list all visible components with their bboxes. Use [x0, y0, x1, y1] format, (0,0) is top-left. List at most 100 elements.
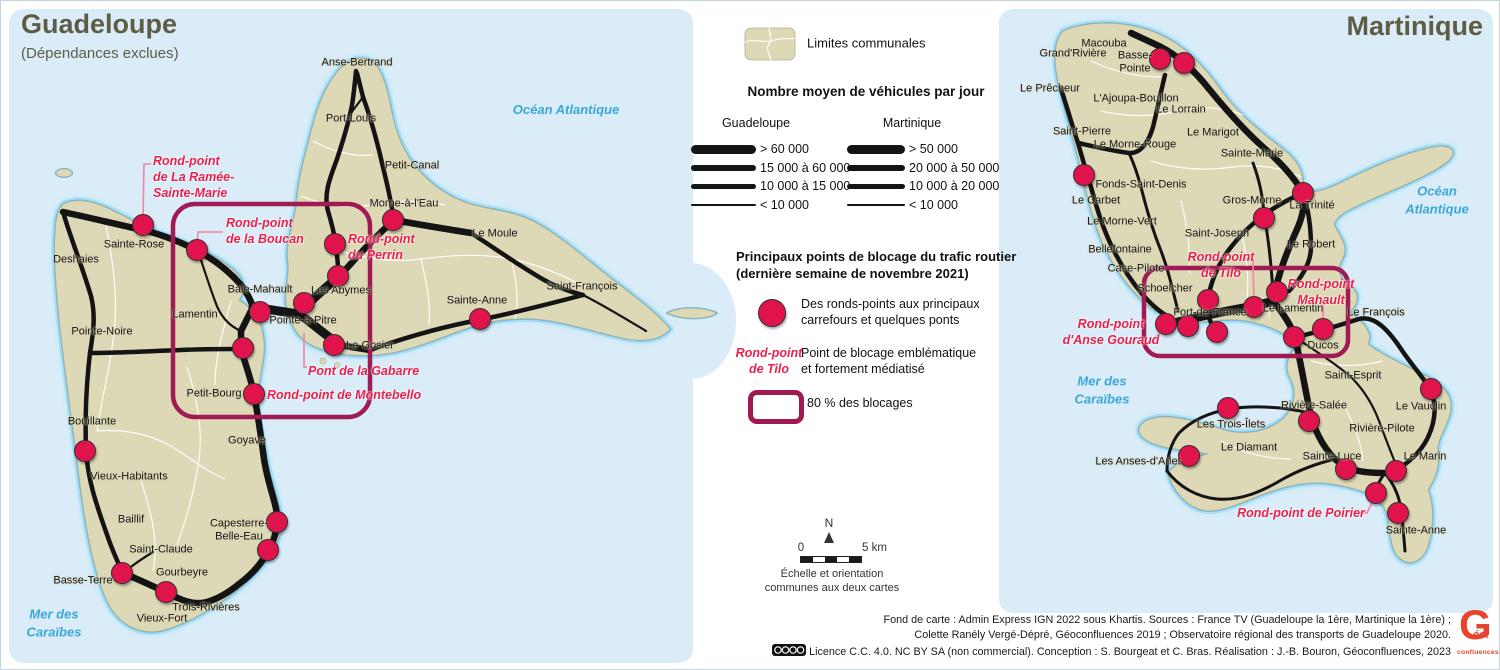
martinique-blockade-point	[1206, 321, 1228, 343]
road-width-swatch-icon	[847, 203, 905, 206]
guadeloupe-subtitle: (Dépendances exclues)	[21, 45, 179, 62]
traffic-legend-title: Nombre moyen de véhicules par jour	[747, 84, 985, 99]
traffic-legend-row-label: 10 000 à 20 000	[909, 179, 1000, 194]
guadeloupe-town-label: Pointe-Noire	[71, 325, 133, 338]
attribution-line-2: Colette Ranély Vergé-Dépré, Géoconfluenc…	[914, 629, 1451, 642]
blockade-legend-title: Principaux points de blocage du trafic r…	[736, 249, 1017, 282]
blockade-dot-label: Des ronds-points aux principaux carrefou…	[801, 296, 980, 327]
north-arrow-icon	[824, 532, 834, 543]
north-label: N	[824, 516, 834, 530]
guadeloupe-blockade-annotation: Rond-point de La Ramée- Sainte-Marie	[153, 154, 235, 200]
martinique-blockade-point	[1283, 326, 1305, 348]
guadeloupe-town-label: Saint-François	[546, 280, 618, 293]
creative-commons-icons	[772, 643, 807, 656]
guadeloupe-blockade-point	[243, 383, 265, 405]
guadeloupe-blockade-point	[382, 209, 404, 231]
traffic-legend-row: 15 000 à 60 000	[691, 159, 850, 178]
road-width-swatch-icon	[691, 164, 756, 171]
traffic-legend-column-guadeloupe: Guadeloupe > 60 000 15 000 à 60 000 10 000 …	[691, 116, 850, 215]
martinique-town-label: Les Trois-Îlets	[1196, 418, 1266, 431]
martinique-town-label: Sainte-Marie	[1220, 147, 1284, 160]
guadeloupe-blockade-point	[323, 334, 345, 356]
guadeloupe-title: Guadeloupe	[21, 9, 178, 39]
martinique-town-label: Rivière-Salée	[1280, 399, 1348, 412]
guadeloupe-town-label: Petit-Canal	[384, 159, 440, 172]
guadeloupe-town-label: Petit-Bourg	[186, 387, 242, 400]
guadeloupe-town-label: Anse-Bertrand	[321, 56, 393, 69]
martinique-town-label: Le Prêcheur	[1020, 82, 1080, 95]
geoconfluences-logo: G éo. confluences	[1457, 601, 1499, 663]
guadeloupe-islets	[54, 167, 719, 368]
guadeloupe-blockade-point	[257, 539, 279, 561]
traffic-legend-row-label: > 50 000	[909, 142, 959, 157]
martinique-blockade-point	[1155, 313, 1177, 335]
road-width-swatch-icon	[691, 144, 756, 154]
martinique-town-label: Le Lamentin	[1262, 302, 1324, 315]
commune-limits-label: Limites communales	[807, 35, 926, 51]
road-width-swatch-icon	[847, 164, 905, 171]
road-width-swatch-icon	[847, 144, 905, 154]
martinique-town-label: Le Vauclin	[1395, 400, 1447, 413]
martinique-blockade-point	[1385, 460, 1407, 482]
guadeloupe-town-label: Lamentin	[172, 308, 218, 321]
emblematic-example-label: Rond-point de Tilo	[735, 345, 803, 376]
martinique-town-label: Grand'Rivière	[1039, 47, 1107, 60]
guadeloupe-landmass	[48, 52, 719, 639]
blockade-box-swatch-icon	[748, 390, 804, 424]
emblematic-description-label: Point de blocage emblématique et forteme…	[801, 345, 977, 376]
traffic-legend-row: 20 000 à 50 000	[847, 159, 999, 178]
guadeloupe-town-label: Baie-Mahault	[227, 283, 293, 296]
guadeloupe-blockade-point	[469, 308, 491, 330]
basse-terre-island	[48, 194, 288, 639]
guadeloupe-blockade-point	[266, 511, 288, 533]
blockade-dot-swatch-icon	[758, 299, 786, 327]
martinique-town-label: Ducos	[1307, 339, 1339, 352]
guadeloupe-town-label: Pointe-à-Pitre	[269, 314, 337, 327]
martinique-town-label: Gros-Morne	[1222, 194, 1282, 207]
martinique-blockade-point	[1298, 410, 1320, 432]
martinique-blockade-annotation: Rond-point de Tilo	[1187, 250, 1255, 280]
martinique-blockade-point	[1420, 378, 1442, 400]
martinique-town-label: Le Marin	[1403, 450, 1447, 463]
martinique-blockade-annotation: Rond-point Mahault	[1287, 277, 1355, 307]
martinique-blockade-point	[1178, 445, 1200, 467]
martinique-town-label: Sainte-Anne	[1385, 524, 1447, 537]
martinique-town-label: Le Diamant	[1220, 441, 1278, 454]
martinique-blockade-annotation: Rond-point de Poirier	[1237, 506, 1365, 520]
guadeloupe-blockade-point	[324, 233, 346, 255]
guadeloupe-80pct-box	[170, 201, 373, 420]
traffic-legend-row: < 10 000	[691, 196, 841, 215]
martinique-town-label: Saint-Joseph	[1184, 227, 1250, 240]
martinique-landmass	[1048, 16, 1460, 569]
martinique-blockade-point	[1177, 315, 1199, 337]
traffic-legend-row-label: < 10 000	[760, 197, 810, 212]
guadeloupe-blockade-point	[111, 562, 133, 584]
scale-bar	[800, 556, 862, 563]
traffic-legend-row: > 50 000	[847, 140, 997, 159]
guadeloupe-sea-label: Océan Atlantique	[512, 102, 620, 118]
martinique-town-label: Le Morne-Vert	[1087, 215, 1157, 228]
logo-eo-letters: éo.	[1473, 629, 1489, 641]
guadeloupe-town-label: Port-Louis	[325, 112, 377, 125]
guadeloupe-blockade-annotation: Pont de la Gabarre	[308, 364, 420, 378]
traffic-legend-row: < 10 000	[847, 196, 997, 215]
martinique-blockade-point	[1197, 289, 1219, 311]
guadeloupe-blockade-point	[132, 214, 154, 236]
traffic-legend-row: 10 000 à 20 000	[847, 177, 1000, 196]
martinique-town-label: Macouba	[1081, 37, 1127, 50]
martinique-blockade-point	[1365, 482, 1387, 504]
traffic-legend-row-label: 10 000 à 15 000	[760, 179, 851, 194]
attribution-line-1: Fond de carte : Admin Express IGN 2022 s…	[883, 614, 1451, 626]
traffic-legend-row-label: 15 000 à 60 000	[760, 160, 851, 175]
martinique-town-label: L'Ajoupa-Bouillon	[1093, 92, 1179, 105]
guadeloupe-town-label: Morne-à-l'Eau	[369, 197, 439, 210]
martinique-town-label: Case-Pilote	[1107, 262, 1165, 275]
traffic-legend-column-header: Guadeloupe	[721, 116, 791, 130]
commune-limits-swatch-icon	[744, 27, 796, 61]
traffic-legend-row-label: < 10 000	[909, 197, 959, 212]
martinique-town-label: La Trinité	[1289, 199, 1335, 212]
guadeloupe-blockade-point	[232, 337, 254, 359]
martinique-blockade-point	[1335, 458, 1357, 480]
martinique-town-label: Le Robert	[1286, 238, 1336, 251]
